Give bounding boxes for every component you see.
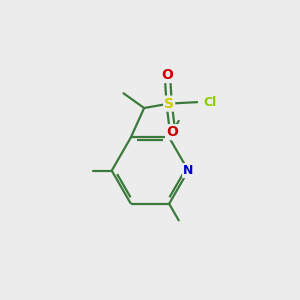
Text: O: O	[162, 68, 174, 82]
Text: Cl: Cl	[203, 96, 216, 109]
Text: N: N	[183, 164, 194, 177]
Text: O: O	[166, 125, 178, 139]
Text: S: S	[164, 97, 174, 111]
